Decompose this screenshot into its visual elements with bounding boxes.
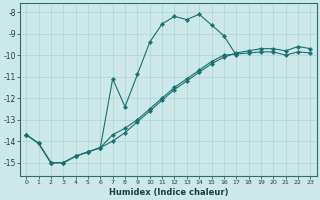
X-axis label: Humidex (Indice chaleur): Humidex (Indice chaleur): [108, 188, 228, 197]
